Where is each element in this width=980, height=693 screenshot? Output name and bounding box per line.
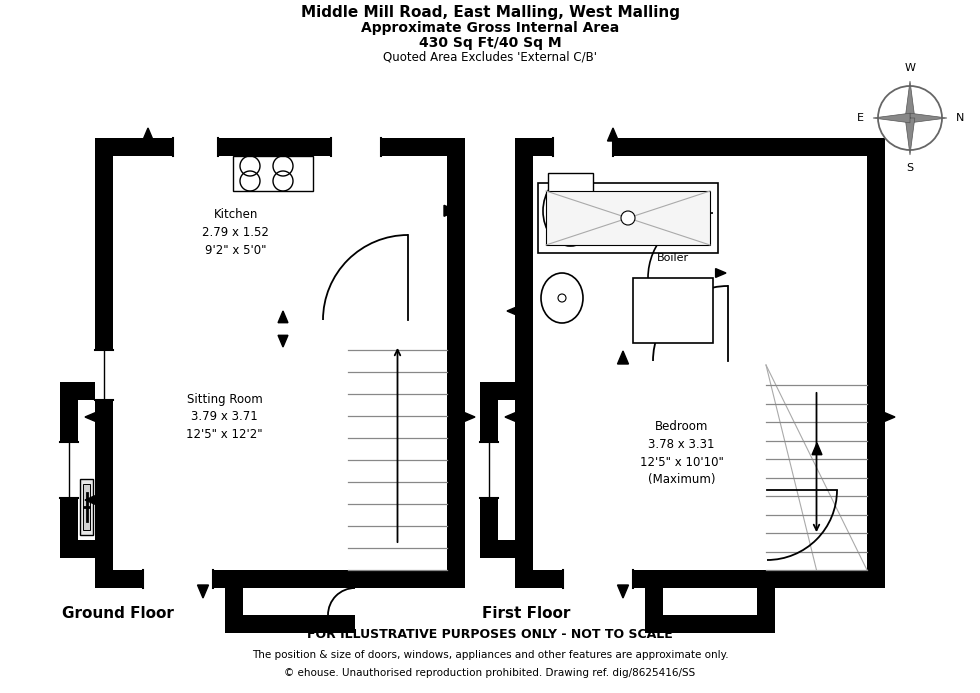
Polygon shape xyxy=(444,205,457,216)
Text: Quoted Area Excludes 'External C/B': Quoted Area Excludes 'External C/B' xyxy=(383,51,597,64)
Polygon shape xyxy=(507,306,517,315)
Bar xyxy=(546,191,710,245)
Bar xyxy=(538,183,718,253)
Bar xyxy=(243,588,337,615)
Text: Ground Floor: Ground Floor xyxy=(62,606,173,621)
Polygon shape xyxy=(278,335,288,347)
Text: Approximate Gross Internal Area: Approximate Gross Internal Area xyxy=(361,21,619,35)
Ellipse shape xyxy=(541,273,583,323)
Bar xyxy=(348,320,447,570)
Polygon shape xyxy=(910,113,947,123)
Circle shape xyxy=(878,86,942,150)
Polygon shape xyxy=(882,412,895,423)
Text: Middle Mill Road, East Malling, West Malling: Middle Mill Road, East Malling, West Mal… xyxy=(301,5,679,20)
Polygon shape xyxy=(278,311,288,323)
Bar xyxy=(60,442,78,498)
Text: Boiler: Boiler xyxy=(657,253,689,263)
Bar xyxy=(80,479,93,535)
Bar xyxy=(633,278,713,343)
Polygon shape xyxy=(873,113,910,123)
Bar xyxy=(78,400,95,540)
Polygon shape xyxy=(617,351,628,364)
Bar xyxy=(143,570,213,588)
Text: N: N xyxy=(956,113,964,123)
Circle shape xyxy=(558,294,566,302)
Ellipse shape xyxy=(543,176,598,246)
Polygon shape xyxy=(85,495,98,505)
Text: S: S xyxy=(906,163,913,173)
Bar xyxy=(766,365,867,570)
Polygon shape xyxy=(617,585,628,598)
Bar xyxy=(113,320,323,338)
Polygon shape xyxy=(505,412,518,423)
Bar xyxy=(173,138,218,156)
Bar xyxy=(323,320,408,338)
Bar xyxy=(498,400,515,540)
Bar xyxy=(767,470,867,570)
Bar xyxy=(330,320,348,570)
Bar xyxy=(533,343,653,361)
Bar xyxy=(563,570,633,588)
Bar xyxy=(95,138,465,588)
Polygon shape xyxy=(812,443,822,455)
Bar xyxy=(785,488,849,552)
Polygon shape xyxy=(462,412,475,423)
Bar xyxy=(60,382,113,558)
Polygon shape xyxy=(608,128,618,141)
Bar xyxy=(480,382,533,558)
Bar xyxy=(337,588,355,615)
Bar xyxy=(645,570,775,633)
Text: Kitchen
2.79 x 1.52
9'2" x 5'0": Kitchen 2.79 x 1.52 9'2" x 5'0" xyxy=(202,208,270,257)
Bar xyxy=(653,343,728,361)
Bar xyxy=(331,138,381,156)
Bar xyxy=(748,156,766,361)
Bar xyxy=(767,490,785,560)
Text: Sitting Room
3.79 x 3.71
12'5" x 12'2": Sitting Room 3.79 x 3.71 12'5" x 12'2" xyxy=(186,392,263,441)
Polygon shape xyxy=(906,118,914,155)
Bar xyxy=(113,320,325,338)
Bar xyxy=(233,156,313,191)
Bar xyxy=(113,320,323,338)
Bar xyxy=(553,138,613,156)
Text: FOR ILLUSTRATIVE PURPOSES ONLY - NOT TO SCALE: FOR ILLUSTRATIVE PURPOSES ONLY - NOT TO … xyxy=(307,629,673,642)
Text: The position & size of doors, windows, appliances and other features are approxi: The position & size of doors, windows, a… xyxy=(252,650,728,660)
Polygon shape xyxy=(85,412,98,423)
Polygon shape xyxy=(715,269,726,277)
Polygon shape xyxy=(142,128,154,141)
Bar xyxy=(728,343,748,361)
Bar xyxy=(515,138,885,588)
Bar xyxy=(533,156,867,570)
Text: E: E xyxy=(857,113,863,123)
Bar xyxy=(225,570,355,633)
Bar xyxy=(767,452,867,470)
Bar xyxy=(663,588,757,615)
Text: Bedroom
3.78 x 3.31
12'5" x 10'10"
(Maximum): Bedroom 3.78 x 3.31 12'5" x 10'10" (Maxi… xyxy=(640,419,723,486)
Circle shape xyxy=(621,211,635,225)
Bar xyxy=(548,173,593,211)
Text: W: W xyxy=(905,63,915,73)
Text: © ehouse. Unauthorised reproduction prohibited. Drawing ref. dig/8625416/SS: © ehouse. Unauthorised reproduction proh… xyxy=(284,668,696,678)
Bar xyxy=(95,350,113,400)
Text: First Floor: First Floor xyxy=(482,606,570,621)
Polygon shape xyxy=(906,81,914,118)
Bar xyxy=(480,442,498,498)
Bar xyxy=(113,156,447,570)
Text: 430 Sq Ft/40 Sq M: 430 Sq Ft/40 Sq M xyxy=(418,36,562,50)
Bar xyxy=(83,484,90,530)
Polygon shape xyxy=(198,585,209,598)
